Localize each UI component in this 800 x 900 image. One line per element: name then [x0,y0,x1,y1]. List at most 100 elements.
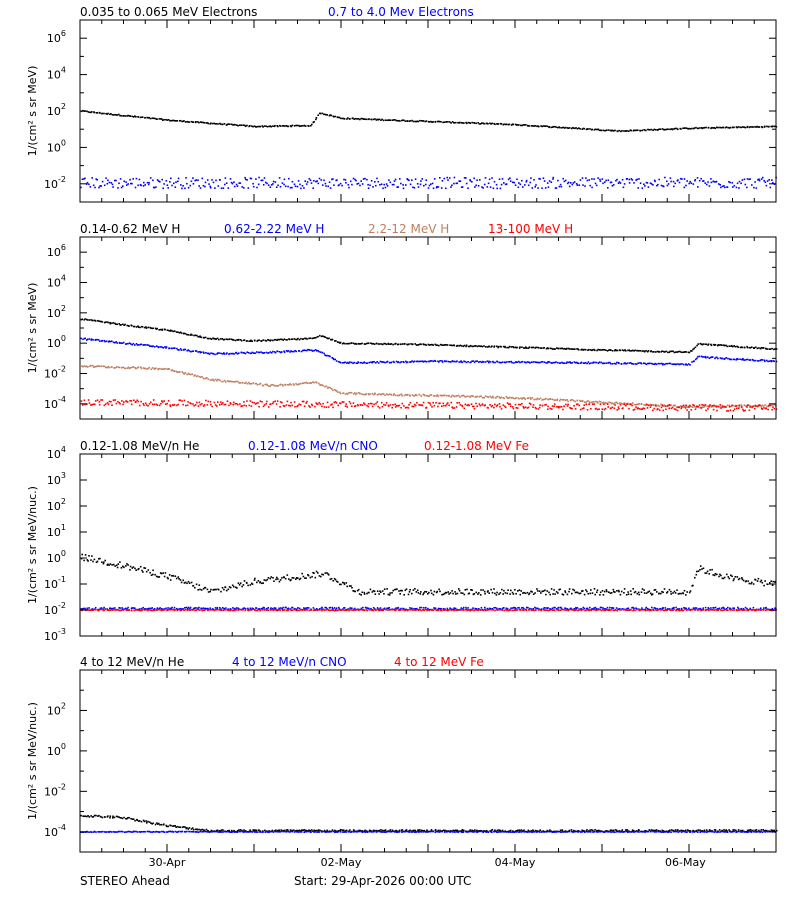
data-point [254,577,256,580]
data-point [106,113,108,115]
data-point [224,177,227,179]
data-point [84,365,87,368]
data-point [321,112,324,115]
data-point [451,184,453,187]
data-point [98,401,101,403]
data-point [321,405,323,408]
data-point [449,607,451,609]
data-point [234,608,237,611]
data-point [484,361,487,363]
data-point [735,609,738,612]
data-point [337,391,339,393]
data-point [580,400,582,402]
data-point [654,404,657,407]
data-point [226,338,229,341]
data-point [563,399,565,401]
data-point [753,186,755,189]
data-point [524,592,527,595]
data-point [415,608,417,610]
data-point [357,588,360,591]
data-point [251,351,254,354]
data-point [197,405,200,407]
data-point [109,340,112,343]
data-point [402,608,405,610]
data-point [354,405,357,407]
data-point [363,593,366,595]
data-point [252,185,255,188]
data-point [91,111,93,113]
data-point [728,405,731,408]
data-point [659,362,661,365]
data-point [338,606,340,609]
data-point [100,185,102,187]
data-point [237,582,240,584]
data-point [141,326,144,328]
data-point [618,129,620,132]
data-point [222,609,224,612]
data-point [500,123,503,125]
data-point [531,187,534,189]
data-point [519,361,521,364]
data-point [201,177,204,180]
data-point [512,406,514,408]
panel-2: 0.14-0.62 MeV H 0.62-2.22 MeV H 2.2-12 MeV… [26,222,778,420]
data-point [543,361,546,363]
data-point [702,608,705,611]
data-point [166,329,169,331]
data-point [210,588,212,591]
data-point [511,591,514,594]
data-point [450,361,452,363]
data-point [696,570,698,573]
data-point [391,406,393,409]
data-point [576,348,578,350]
data-point [638,609,641,612]
data-point [591,178,593,180]
data-point [405,588,408,590]
data-point [281,577,283,579]
data-point [151,327,153,330]
data-point [499,405,501,408]
data-point [140,609,143,612]
data-point [730,358,733,361]
data-point [771,408,773,411]
data-point [299,183,301,186]
data-point [344,179,347,181]
data-point [720,609,723,612]
data-point [650,183,653,185]
data-point [512,123,515,126]
data-point [624,362,626,364]
data-point [481,345,484,348]
data-point [408,609,410,611]
data-point [291,404,294,407]
data-point [256,383,259,386]
data-point [591,608,593,610]
data-point [502,361,504,363]
data-point [391,119,393,121]
data-point [707,181,709,183]
data-point [155,186,157,188]
data-point [542,398,544,401]
data-point [636,178,638,181]
data-point [724,186,726,189]
data-point [471,360,473,362]
data-point [300,187,302,190]
data-point [760,359,763,361]
data-point [736,358,738,360]
data-point [263,579,266,581]
data-point [642,608,644,611]
data-point [488,361,490,364]
data-point [527,125,529,127]
data-point [314,609,316,611]
data-point [582,349,584,351]
data-point [433,178,436,180]
data-point [645,403,648,406]
data-point [342,392,345,394]
data-point [290,383,292,386]
data-point [237,124,239,127]
data-point [357,608,360,611]
data-point [409,395,411,397]
data-point [453,182,455,185]
data-point [760,347,763,349]
data-point [475,396,477,398]
data-point [178,399,181,402]
